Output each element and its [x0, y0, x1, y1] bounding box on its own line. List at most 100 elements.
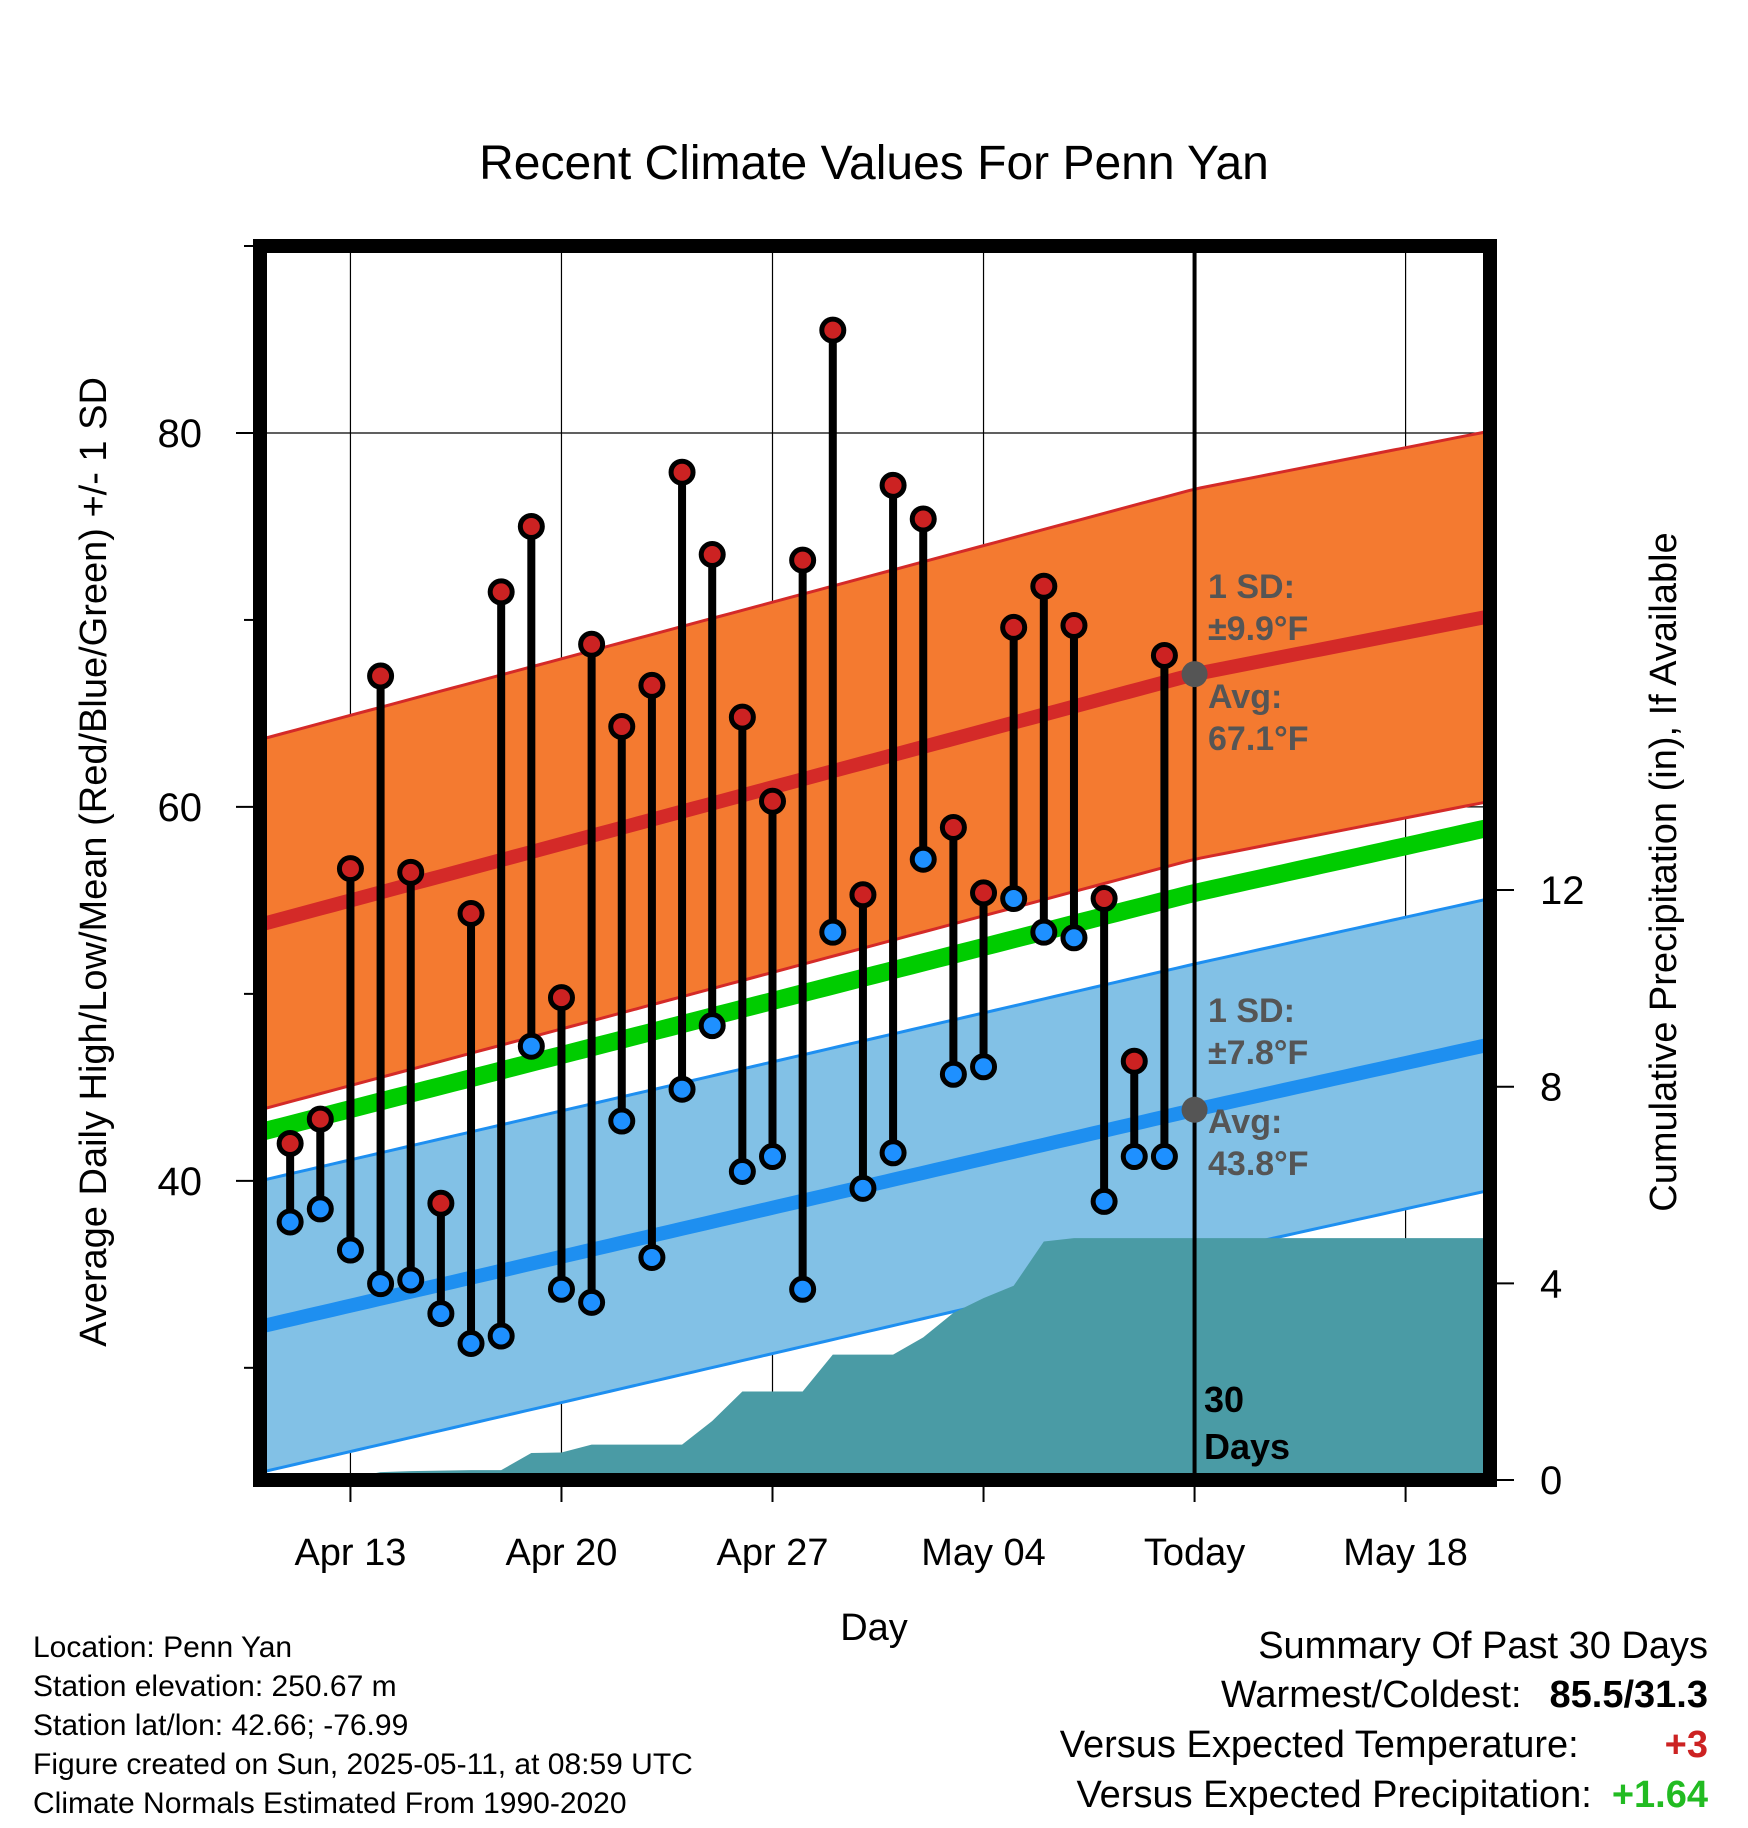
daily-ranges [276, 316, 1178, 1358]
x-tick-label-5: May 18 [1343, 1532, 1468, 1574]
day-low-point-1 [276, 1208, 304, 1236]
precip-value: +1.64 [1611, 1774, 1708, 1816]
y-right-tick-label-2: 8 [1540, 1066, 1562, 1110]
day-high-point-13 [638, 671, 666, 699]
day-low-point-28 [1090, 1187, 1118, 1215]
day-low-point-27 [1060, 924, 1088, 952]
day-low-point-22 [909, 845, 937, 873]
day-high-point-19 [819, 316, 847, 344]
axis-ticks: Apr 13 Apr 20 Apr 27 May 04 Today May 1840608… [158, 245, 1585, 1574]
day-high-point-29 [1120, 1047, 1148, 1075]
summary-title: Summary Of Past 30 Days [1258, 1625, 1708, 1667]
day-low-point-16 [728, 1158, 756, 1185]
day-high-point-22 [909, 505, 937, 533]
day-high-point-1 [276, 1129, 304, 1157]
station-info: Location: Penn Yan Station elevation: 25… [33, 1628, 693, 1823]
day-low-point-21 [879, 1139, 907, 1167]
low-avg-value: 43.8°F [1208, 1145, 1309, 1183]
day-low-point-4 [367, 1270, 395, 1298]
day-high-point-25 [1000, 613, 1028, 641]
day-high-point-14 [668, 458, 696, 486]
day-high-point-7 [457, 899, 485, 927]
chart-title: Recent Climate Values For Penn Yan [479, 137, 1269, 190]
day-low-point-19 [819, 918, 847, 946]
day-high-point-27 [1060, 612, 1088, 640]
day-high-point-21 [879, 471, 907, 499]
cumulative-precip-area [260, 1238, 1490, 1480]
normal-high-line [258, 609, 1492, 932]
precip-row: Versus Expected Precipitation: +1.64 [908, 1770, 1708, 1820]
day-high-point-3 [336, 855, 364, 883]
day-low-point-15 [698, 1012, 726, 1040]
temp-label: Versus Expected Temperature: [1059, 1724, 1579, 1766]
day-low-point-8 [487, 1322, 515, 1350]
high-avg-value: 67.1°F [1208, 720, 1309, 758]
x-tick-label-4: Today [1144, 1532, 1245, 1574]
high-avg-marker [1181, 661, 1208, 688]
x-tick-label-0: Apr 13 [294, 1532, 406, 1574]
location-text: Location: Penn Yan [33, 1631, 293, 1664]
elevation-text: Station elevation: 250.67 m [33, 1670, 397, 1703]
day-low-point-5 [397, 1266, 425, 1294]
day-high-point-11 [578, 630, 606, 658]
y-left-tick-label-1: 60 [158, 786, 203, 830]
day-low-point-23 [939, 1060, 967, 1088]
low-band-lower-edge [259, 1188, 1491, 1474]
day-high-point-18 [789, 546, 817, 574]
plot-frame [253, 239, 1497, 1487]
warm-cold-label: Warmest/Coldest: [1220, 1674, 1522, 1716]
temp-row: Versus Expected Temperature: +3 [908, 1720, 1708, 1770]
day-low-point-20 [849, 1174, 877, 1202]
day-low-point-10 [547, 1275, 575, 1303]
latlon-text: Station lat/lon: 42.66; -76.99 [33, 1709, 409, 1742]
day-low-point-30 [1150, 1143, 1178, 1171]
low-sd-value: ±7.8°F [1208, 1034, 1308, 1072]
day-high-point-12 [608, 713, 636, 741]
y-right-tick-label-1: 4 [1540, 1262, 1562, 1306]
axis-labels: Recent Climate Values For Penn Yan Avera… [73, 137, 1685, 1649]
warm-cold-row: Warmest/Coldest: 85.5/31.3 [908, 1670, 1708, 1720]
day-high-point-16 [728, 703, 756, 731]
day-low-point-7 [457, 1330, 485, 1358]
x-axis-title: Day [840, 1607, 908, 1649]
day-low-point-18 [789, 1275, 817, 1303]
day-high-point-30 [1150, 641, 1178, 669]
low-band-upper-edge [259, 897, 1491, 1183]
day-low-point-2 [306, 1195, 334, 1223]
day-high-point-26 [1030, 572, 1058, 600]
x-tick-label-2: Apr 27 [717, 1532, 829, 1574]
y-axis-left-title: Average Daily High/Low/Mean (Red/Blue/Gr… [73, 377, 115, 1347]
day-high-point-15 [698, 541, 726, 568]
day-low-point-29 [1120, 1143, 1148, 1171]
day-low-point-11 [578, 1288, 606, 1316]
day-low-point-14 [668, 1075, 696, 1103]
plot-border [253, 239, 1497, 1487]
temp-value: +3 [1664, 1724, 1708, 1766]
day-low-point-25 [1000, 885, 1028, 913]
day-high-point-10 [547, 984, 575, 1012]
day-high-point-5 [397, 858, 425, 886]
y-left-tick-label-0: 40 [158, 1160, 203, 1204]
high-band-lower-edge [259, 799, 1491, 1112]
y-left-tick-label-2: 80 [158, 412, 203, 456]
y-right-tick-label-0: 0 [1540, 1459, 1562, 1503]
y-right-tick-label-3: 12 [1540, 869, 1585, 913]
summary-panel: Summary Of Past 30 Days Warmest/Coldest:… [908, 1622, 1708, 1820]
days-unit-label: Days [1204, 1426, 1290, 1467]
high-avg-label: Avg: [1208, 678, 1282, 716]
low-sd-label: 1 SD: [1208, 992, 1295, 1030]
day-high-point-6 [427, 1189, 455, 1217]
x-tick-label-3: May 04 [921, 1532, 1046, 1574]
day-high-point-28 [1090, 885, 1118, 913]
day-low-point-17 [759, 1143, 786, 1171]
day-high-point-24 [970, 879, 998, 907]
day-high-point-2 [306, 1105, 334, 1133]
day-low-point-13 [638, 1244, 666, 1272]
day-low-point-24 [970, 1053, 998, 1081]
y-axis-right-title: Cumulative Precipitation (in), If Availa… [1643, 532, 1685, 1211]
low-avg-marker [1181, 1096, 1208, 1123]
day-high-point-23 [939, 813, 967, 841]
high-sd-band [260, 431, 1490, 1110]
precipitation-area [260, 1238, 1490, 1480]
